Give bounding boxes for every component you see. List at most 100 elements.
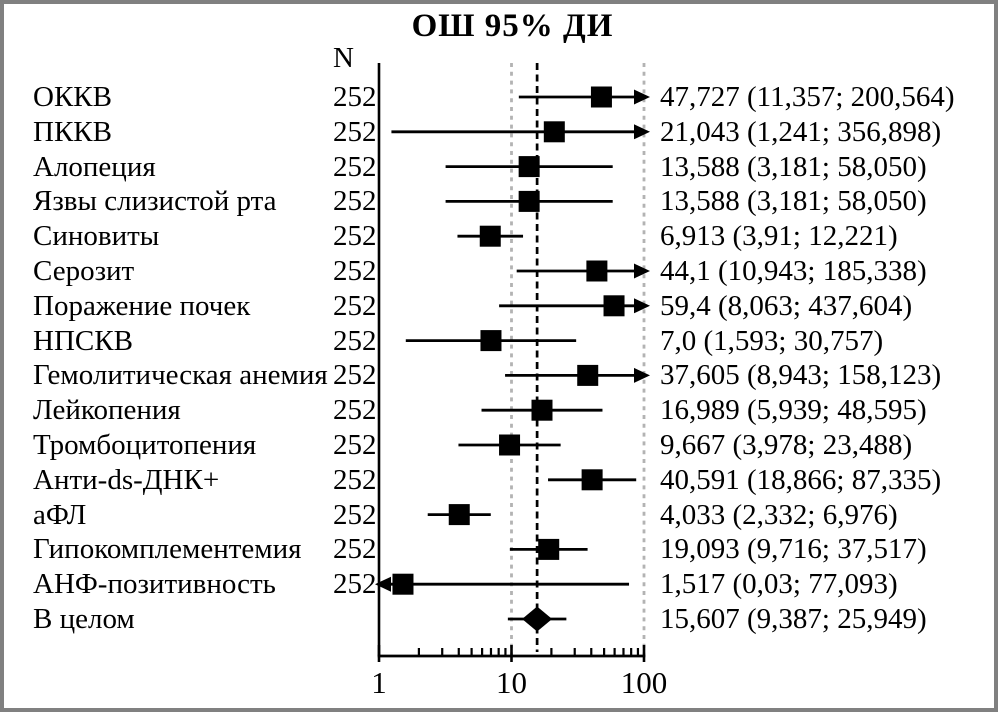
forest-row-plot: [509, 538, 588, 560]
row-estimate-text: 44,1 (10,943; 185,338): [660, 255, 927, 287]
overall-diamond-marker: [522, 606, 553, 632]
row-n-value: 252: [333, 150, 377, 183]
row-label: В целом: [33, 603, 135, 635]
forest-row: ОККВ 252 47,727 (11,357; 200,564): [4, 80, 994, 114]
forest-row: Анти-ds-ДНК+ 252 40,591 (18,866; 87,335): [4, 463, 994, 497]
row-n-value: 252: [333, 115, 377, 148]
estimate-square-marker: [577, 364, 599, 386]
row-n-value: 252: [333, 498, 377, 531]
row-n-value: 252: [333, 359, 377, 392]
row-estimate-text: 1,517 (0,03; 77,093): [660, 568, 898, 601]
row-label: Поражение почек: [33, 289, 251, 322]
estimate-square-marker: [518, 190, 540, 212]
forest-row-plot: [445, 190, 613, 212]
row-label: Анти-ds-ДНК+: [33, 463, 220, 496]
n-column-header: N: [333, 42, 354, 74]
row-label: НПСКВ: [33, 324, 133, 357]
forest-row: Серозит 252 44,1 (10,943; 185,338): [4, 254, 994, 288]
estimate-square-marker: [543, 121, 565, 143]
row-n-value: 252: [333, 220, 377, 253]
row-label: Гипокомплементемия: [33, 533, 302, 566]
estimate-square-marker: [518, 156, 540, 178]
forest-plot-canvas: 1 10 100: [371, 63, 668, 700]
row-estimate-text: 4,033 (2,332; 6,976): [660, 498, 898, 531]
right-arrow-icon: [634, 89, 650, 105]
row-label: ПККВ: [33, 115, 112, 148]
forest-row: В целом 15,607 (9,387; 25,949): [4, 602, 994, 636]
estimate-square-marker: [499, 434, 521, 456]
row-estimate-text: 59,4 (8,063; 437,604): [660, 289, 913, 322]
row-estimate-text: 37,605 (8,943; 158,123): [660, 359, 942, 392]
row-estimate-text: 7,0 (1,593; 30,757): [660, 324, 884, 357]
forest-row-plot: [499, 295, 650, 317]
row-n-value: 252: [333, 429, 377, 461]
estimate-square-marker: [392, 573, 414, 595]
row-estimate-text: 13,588 (3,181; 58,050): [660, 185, 927, 218]
row-estimate-text: 47,727 (11,357; 200,564): [660, 81, 955, 113]
estimate-square-marker: [590, 86, 612, 108]
row-estimate-text: 40,591 (18,866; 87,335): [660, 463, 942, 496]
row-n-value: 252: [333, 568, 377, 601]
x-tick-label: 100: [621, 665, 668, 700]
row-n-value: 252: [333, 289, 377, 322]
estimate-square-marker: [603, 295, 625, 317]
row-label: Гемолитическая анемия: [33, 359, 328, 392]
row-estimate-text: 6,913 (3,91; 12,221): [660, 220, 898, 253]
x-tick-label: 1: [371, 665, 387, 700]
row-n-value: 252: [333, 394, 377, 427]
row-n-value: 252: [333, 324, 377, 357]
forest-row-plot: [507, 606, 567, 632]
row-label: Язвы слизистой рта: [33, 185, 277, 218]
forest-row: Алопеция 252 13,588 (3,181; 58,050): [4, 150, 994, 184]
row-estimate-text: 9,667 (3,978; 23,488): [660, 429, 913, 461]
estimate-square-marker: [531, 399, 553, 421]
forest-row-plot: [481, 399, 603, 421]
row-label: аФЛ: [33, 498, 87, 531]
row-label: Синовиты: [33, 220, 160, 253]
row-label: Алопеция: [33, 150, 156, 183]
row-n-value: 252: [333, 255, 377, 287]
row-label: ОККВ: [33, 81, 112, 113]
right-arrow-icon: [634, 367, 650, 383]
left-arrow-icon: [375, 576, 391, 592]
forest-row-plot: [391, 121, 650, 143]
row-estimate-text: 21,043 (1,241; 356,898): [660, 115, 942, 148]
estimate-square-marker: [479, 225, 501, 247]
forest-row-plot: [427, 504, 491, 526]
forest-row-plot: [458, 434, 561, 456]
forest-row: Гипокомплементемия 252 19,093 (9,716; 37,5…: [4, 532, 994, 566]
row-label: Лейкопения: [33, 394, 181, 427]
forest-row: Гемолитическая анемия 252 37,605 (8,943; 1…: [4, 358, 994, 392]
x-tick-label: 10: [496, 665, 527, 700]
forest-row-plot: [375, 573, 630, 595]
row-n-value: 252: [333, 533, 377, 566]
forest-row-plot: [548, 469, 637, 491]
forest-row: Лейкопения 252 16,989 (5,939; 48,595): [4, 393, 994, 427]
row-estimate-text: 16,989 (5,939; 48,595): [660, 394, 927, 427]
estimate-square-marker: [448, 504, 470, 526]
right-arrow-icon: [634, 298, 650, 314]
forest-row: аФЛ 252 4,033 (2,332; 6,976): [4, 498, 994, 532]
right-arrow-icon: [634, 263, 650, 279]
forest-row: АНФ-позитивность 252 1,517 (0,03; 77,093): [4, 567, 994, 601]
chart-title: ОШ 95% ДИ: [411, 8, 614, 44]
forest-row: Синовиты 252 6,913 (3,91; 12,221): [4, 219, 994, 253]
row-n-value: 252: [333, 81, 377, 113]
forest-row-plot: [505, 364, 650, 386]
row-estimate-text: 13,588 (3,181; 58,050): [660, 150, 927, 183]
row-n-value: 252: [333, 185, 377, 218]
forest-row-plot: [516, 260, 650, 282]
row-n-value: 252: [333, 463, 377, 496]
estimate-square-marker: [480, 330, 502, 352]
forest-row: Поражение почек 252 59,4 (8,063; 437,604): [4, 289, 994, 323]
row-label: АНФ-позитивность: [33, 568, 276, 601]
forest-row: НПСКВ 252 7,0 (1,593; 30,757): [4, 324, 994, 358]
estimate-square-marker: [586, 260, 608, 282]
row-label: Тромбоцитопения: [33, 429, 257, 461]
forest-row-plot: [445, 156, 613, 178]
row-estimate-text: 19,093 (9,716; 37,517): [660, 533, 927, 566]
forest-row: Язвы слизистой рта 252 13,588 (3,181; 58,0…: [4, 184, 994, 218]
forest-row-plot: [518, 86, 650, 108]
row-estimate-text: 15,607 (9,387; 25,949): [660, 603, 927, 635]
